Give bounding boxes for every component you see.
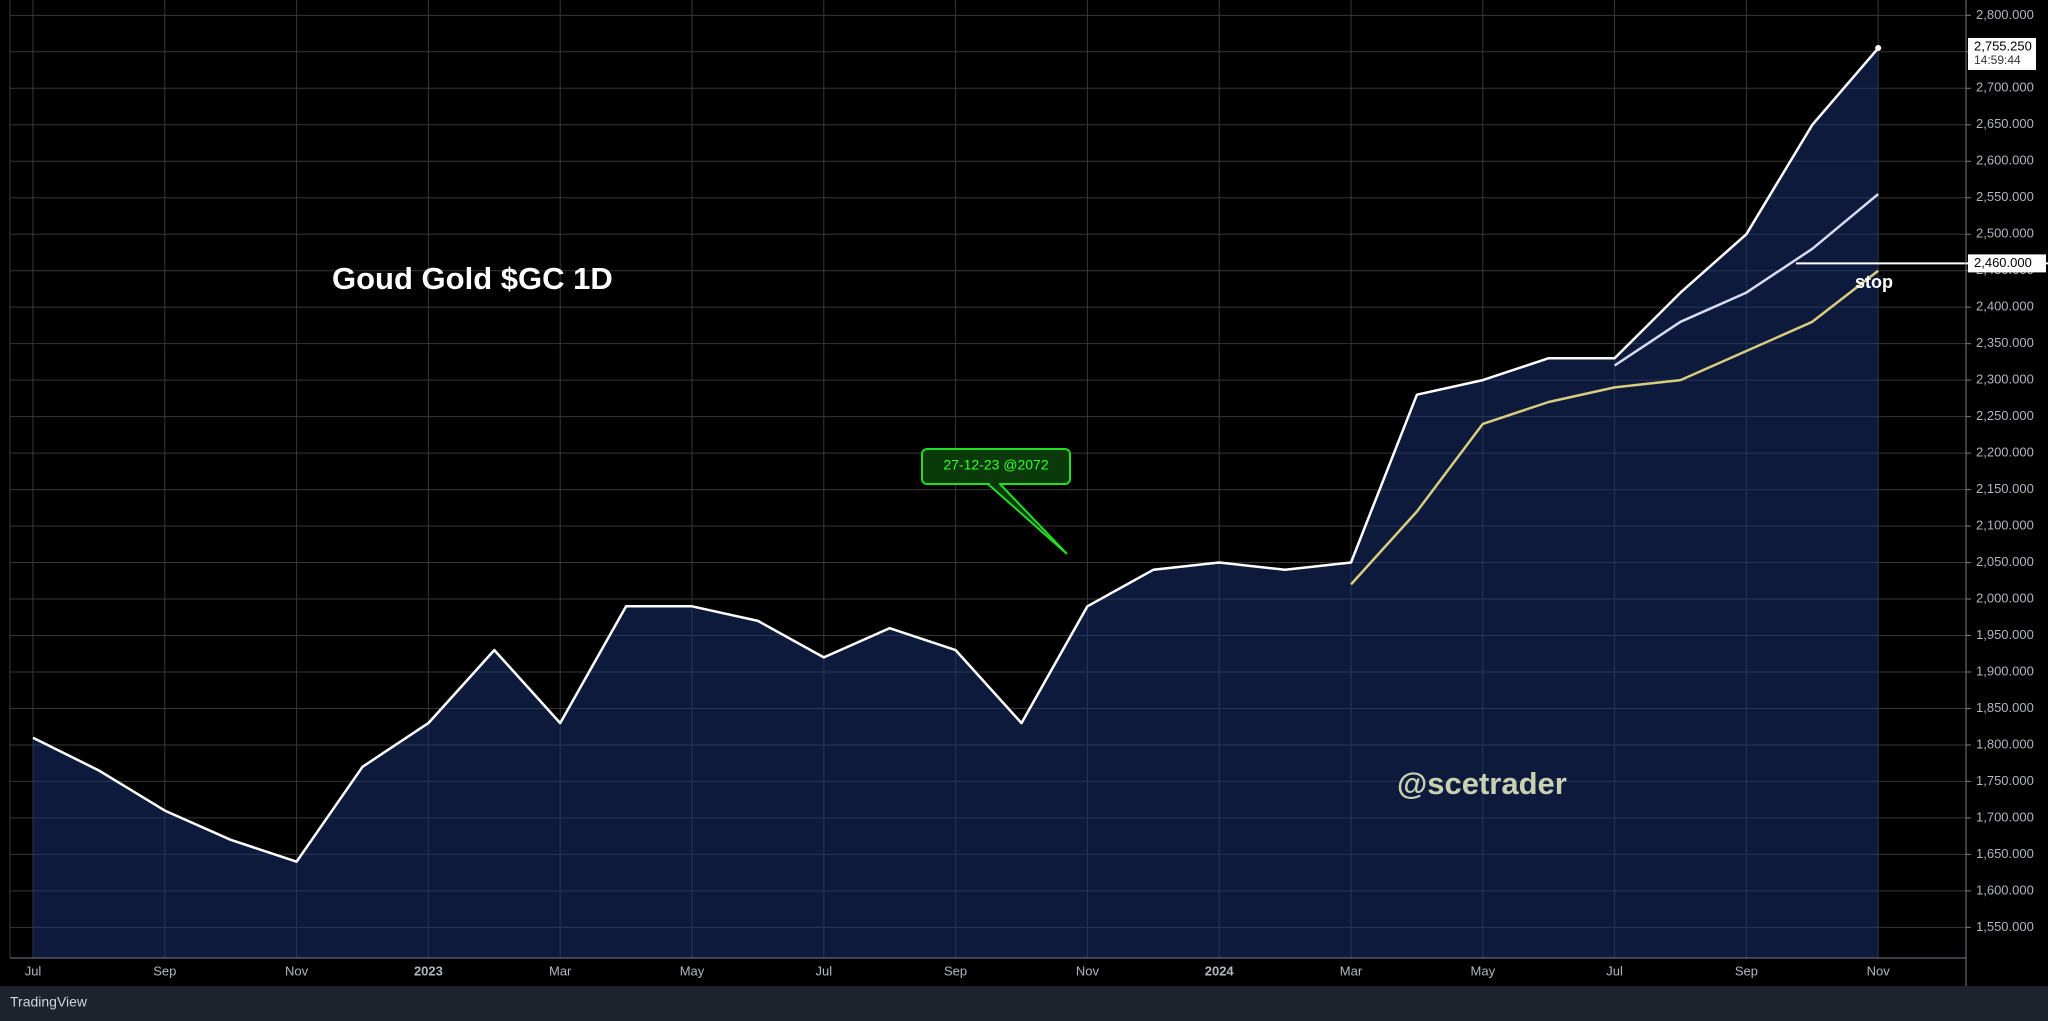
y-tick-label: 2,550.000 <box>1976 189 2034 204</box>
y-tick-label: 2,400.000 <box>1976 299 2034 314</box>
last-price-box <box>1968 37 2036 70</box>
x-tick-label: Jul <box>815 963 832 978</box>
y-tick-label: 1,550.000 <box>1976 919 2034 934</box>
watermark: @scetrader <box>1397 766 1567 801</box>
x-tick-label: Sep <box>944 963 967 978</box>
x-tick-label: Jul <box>25 963 42 978</box>
y-tick-label: 1,950.000 <box>1976 627 2034 642</box>
area <box>33 48 1879 958</box>
x-tick-label: May <box>1471 963 1496 978</box>
line <box>1613 193 1879 367</box>
brand: TradingView <box>10 994 88 1010</box>
last-price-dot <box>1875 44 1882 51</box>
footer-bar <box>0 986 2048 1021</box>
x-tick-label: Sep <box>1735 963 1758 978</box>
y-tick-label: 1,700.000 <box>1976 809 2034 824</box>
y-tick-label: 2,500.000 <box>1976 226 2034 241</box>
x-tick-label: 2023 <box>414 963 443 978</box>
y-tick-label: 2,600.000 <box>1976 153 2034 168</box>
stop-label: 2,460.000 <box>1974 255 2032 270</box>
callout-pointer <box>987 483 1068 555</box>
y-tick-label: 1,850.000 <box>1976 700 2034 715</box>
x-tick-label: Mar <box>1340 963 1363 978</box>
x-tick-label: 2024 <box>1205 963 1235 978</box>
x-tick-label: May <box>680 963 705 978</box>
y-tick-label: 2,800.000 <box>1976 7 2034 22</box>
stop-label-box <box>1968 254 2046 273</box>
y-tick-label: 2,700.000 <box>1976 80 2034 95</box>
y-tick-label: 2,200.000 <box>1976 445 2034 460</box>
countdown: 14:59:44 <box>1974 53 2021 67</box>
stop-text: stop <box>1855 272 1893 292</box>
x-tick-label: Nov <box>1076 963 1100 978</box>
x-tick-label: Nov <box>1867 963 1891 978</box>
line <box>32 47 1880 863</box>
y-tick-label: 2,150.000 <box>1976 481 2034 496</box>
y-tick-label: 1,600.000 <box>1976 882 2034 897</box>
callout-text: 27-12-23 @2072 <box>943 457 1049 473</box>
chart-title: Goud Gold $GC 1D <box>332 261 613 296</box>
axes: 1,550.000 1,600.000 1,650.000 1,700.000 1,75… <box>25 7 2048 978</box>
y-tick-label: 2,650.000 <box>1976 116 2034 131</box>
x-tick-label: Mar <box>549 963 572 978</box>
x-tick-label: Jul <box>1606 963 1623 978</box>
y-tick-label: 2,100.000 <box>1976 517 2034 532</box>
y-tick-label: 2,350.000 <box>1976 335 2034 350</box>
x-tick-label: Nov <box>285 963 309 978</box>
y-tick-label: 2,050.000 <box>1976 554 2034 569</box>
y-tick-label: 2,000.000 <box>1976 590 2034 605</box>
y-tick-label: 1,900.000 <box>1976 663 2034 678</box>
last-price-label: 2,755.250 <box>1974 38 2032 53</box>
x-tick-label: Sep <box>153 963 176 978</box>
plot: stop <box>32 44 1966 958</box>
y-tick-label: 1,800.000 <box>1976 736 2034 751</box>
y-tick-label: 2,250.000 <box>1976 408 2034 423</box>
y-tick-label: 1,750.000 <box>1976 773 2034 788</box>
y-tick-label: 2,300.000 <box>1976 372 2034 387</box>
y-tick-label: 1,650.000 <box>1976 846 2034 861</box>
line <box>1350 269 1879 586</box>
